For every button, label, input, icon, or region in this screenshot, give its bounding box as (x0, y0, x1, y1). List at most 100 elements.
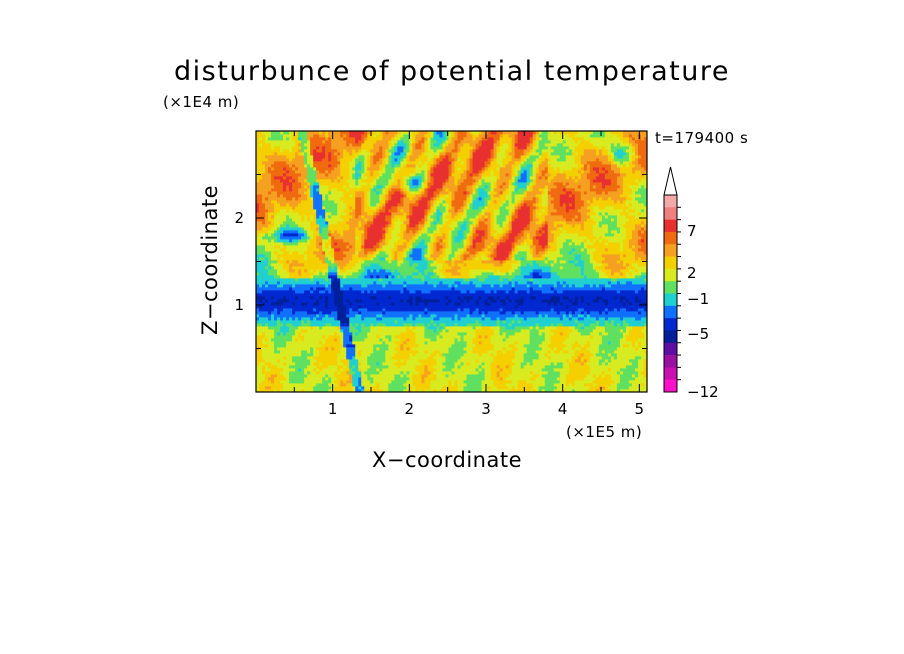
heatmap-cell (364, 164, 368, 168)
heatmap-cell (289, 173, 293, 177)
heatmap-cell (283, 197, 287, 201)
heatmap-cell (361, 374, 365, 378)
heatmap-cell (427, 320, 431, 324)
heatmap-cell (382, 200, 386, 204)
heatmap-cell (376, 185, 380, 189)
heatmap-cell (388, 140, 392, 144)
heatmap-cell (412, 230, 416, 234)
heatmap-cell (256, 182, 260, 186)
heatmap-cell (331, 353, 335, 357)
heatmap-cell (310, 200, 314, 204)
heatmap-cell (403, 284, 407, 288)
heatmap-cell (337, 170, 341, 174)
heatmap-cell (319, 146, 323, 150)
heatmap-cell (400, 242, 404, 246)
heatmap-cell (295, 179, 299, 183)
heatmap-cell (421, 326, 425, 330)
heatmap-cell (403, 311, 407, 315)
heatmap-cell (388, 176, 392, 180)
heatmap-cell (412, 203, 416, 207)
heatmap-cell (331, 239, 335, 243)
heatmap-cell (343, 164, 347, 168)
heatmap-cell (334, 305, 338, 309)
heatmap-cell (304, 335, 308, 339)
heatmap-cell (412, 272, 416, 276)
heatmap-cell (307, 233, 311, 237)
heatmap-cell (397, 224, 401, 228)
heatmap-cell (340, 362, 344, 366)
heatmap-cell (340, 347, 344, 351)
heatmap-cell (304, 347, 308, 351)
heatmap-cell (424, 203, 428, 207)
heatmap-cell (313, 302, 317, 306)
heatmap-cell (406, 257, 410, 261)
heatmap-cell (289, 200, 293, 204)
heatmap-cell (358, 170, 362, 174)
heatmap-cell (304, 368, 308, 372)
heatmap-cell (367, 188, 371, 192)
heatmap-cell (373, 317, 377, 321)
heatmap-cell (358, 164, 362, 168)
heatmap-cell (340, 284, 344, 288)
heatmap-cell (352, 158, 356, 162)
heatmap-cell (406, 251, 410, 255)
heatmap-cell (394, 209, 398, 213)
heatmap-cell (307, 239, 311, 243)
heatmap-cell (340, 197, 344, 201)
heatmap-cell (316, 233, 320, 237)
heatmap-cell (274, 188, 278, 192)
heatmap-cell (361, 242, 365, 246)
heatmap-cell (301, 227, 305, 231)
heatmap-cell (286, 257, 290, 261)
heatmap-cell (298, 329, 302, 333)
heatmap-cell (358, 383, 362, 387)
heatmap-cell (295, 167, 299, 171)
heatmap-cell (412, 365, 416, 369)
heatmap-cell (382, 326, 386, 330)
heatmap-cell (397, 371, 401, 375)
heatmap-cell (292, 278, 296, 282)
heatmap-cell (409, 377, 413, 381)
heatmap-cell (304, 248, 308, 252)
heatmap-cell (364, 371, 368, 375)
heatmap-cell (346, 221, 350, 225)
heatmap-cell (388, 353, 392, 357)
heatmap-cell (424, 188, 428, 192)
heatmap-cell (265, 341, 269, 345)
heatmap-cell (337, 221, 341, 225)
heatmap-cell (298, 347, 302, 351)
heatmap-cell (385, 305, 389, 309)
heatmap-cell (355, 206, 359, 210)
heatmap-cell (400, 389, 404, 392)
heatmap-cell (325, 248, 329, 252)
heatmap-cell (415, 179, 419, 183)
heatmap-cell (298, 254, 302, 258)
heatmap-cell (283, 167, 287, 171)
heatmap-cell (367, 140, 371, 144)
heatmap-cell (346, 350, 350, 354)
heatmap-cell (337, 146, 341, 150)
heatmap-cell (286, 218, 290, 222)
heatmap-cell (340, 269, 344, 273)
heatmap-cell (379, 152, 383, 156)
heatmap-cell (292, 233, 296, 237)
heatmap-cell (259, 239, 263, 243)
heatmap-cell (259, 194, 263, 198)
heatmap-cell (424, 161, 428, 165)
heatmap-cell (412, 374, 416, 378)
heatmap-cell (334, 293, 338, 297)
heatmap-cell (265, 137, 269, 141)
heatmap-cell (427, 329, 431, 333)
heatmap-cell (262, 239, 266, 243)
heatmap-cell (301, 200, 305, 204)
heatmap-cell (361, 329, 365, 333)
heatmap-cell (406, 359, 410, 363)
heatmap-cell (319, 155, 323, 159)
heatmap-cell (283, 350, 287, 354)
heatmap-cell (331, 332, 335, 336)
heatmap-cell (388, 302, 392, 306)
heatmap-cell (412, 323, 416, 327)
heatmap-cell (283, 152, 287, 156)
heatmap-cell (367, 221, 371, 225)
heatmap-cell (361, 218, 365, 222)
